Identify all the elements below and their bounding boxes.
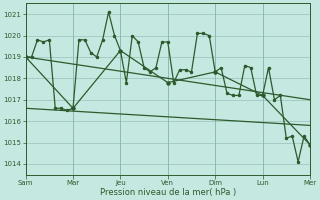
X-axis label: Pression niveau de la mer( hPa ): Pression niveau de la mer( hPa ): [100, 188, 236, 197]
